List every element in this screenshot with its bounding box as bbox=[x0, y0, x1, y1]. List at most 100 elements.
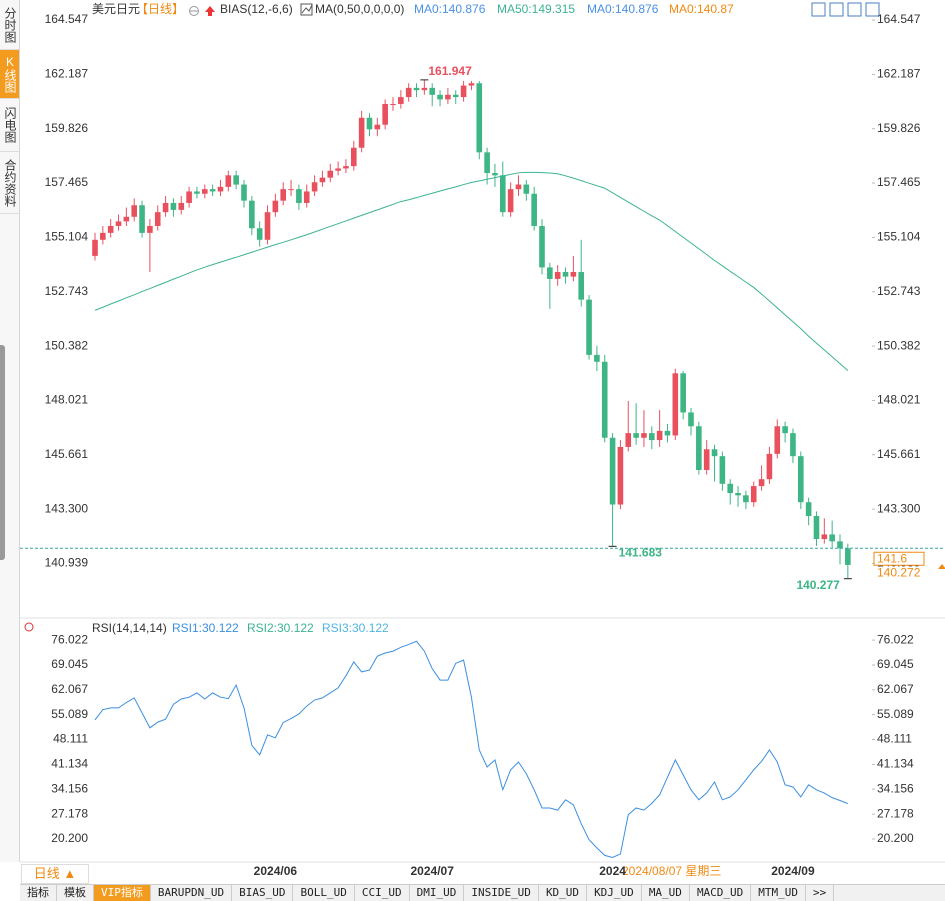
tool-button[interactable] bbox=[811, 2, 826, 17]
y-tick-label: 27.178 bbox=[51, 806, 88, 820]
candle-body bbox=[570, 272, 577, 277]
y-tick-label: 20.200 bbox=[51, 831, 88, 845]
ma-line bbox=[94, 171, 849, 372]
indicator-label: BIAS(12,-6,6) bbox=[220, 2, 293, 16]
candle-body bbox=[797, 456, 804, 503]
candle-body bbox=[350, 147, 357, 167]
y-tick-label: 143.300 bbox=[45, 501, 89, 515]
candle-body bbox=[217, 186, 224, 192]
candle-body bbox=[484, 152, 490, 174]
y-tick-label: 48.111 bbox=[877, 732, 912, 746]
candle-body bbox=[790, 433, 796, 457]
candle-body bbox=[405, 87, 412, 98]
ma-value: MA0:140.87 bbox=[669, 2, 734, 16]
candle-body bbox=[743, 495, 749, 503]
candle-body bbox=[515, 184, 522, 190]
candle-body bbox=[664, 430, 671, 436]
candle-body bbox=[758, 479, 765, 487]
indicator-tab[interactable]: >> bbox=[806, 885, 835, 901]
period-label: 【日线】 bbox=[136, 2, 184, 16]
indicator-tab[interactable]: CCI_UD bbox=[355, 885, 410, 901]
candle-body bbox=[296, 189, 302, 203]
ma-value: MA50:149.315 bbox=[497, 2, 575, 16]
candle-body bbox=[617, 446, 624, 505]
y-tick-label: 48.111 bbox=[53, 732, 88, 746]
symbol: 美元日元 bbox=[92, 2, 140, 16]
y-tick-label: 143.300 bbox=[877, 501, 921, 515]
period-button[interactable]: 日线 ▲ bbox=[21, 864, 89, 884]
ma-setting: MA(0,50,0,0,0,0) bbox=[315, 2, 404, 16]
tool-button[interactable] bbox=[847, 2, 862, 17]
indicator-tab[interactable]: MTM_UD bbox=[751, 885, 807, 901]
price-arrow bbox=[938, 564, 945, 569]
candle-body bbox=[358, 117, 365, 148]
candle-body bbox=[782, 426, 788, 434]
candle-body bbox=[280, 189, 287, 201]
side-tab[interactable]: 合约资料 bbox=[0, 152, 19, 214]
y-tick-label: 41.134 bbox=[51, 757, 88, 771]
candle-body bbox=[366, 117, 373, 130]
y-tick-label: 152.743 bbox=[45, 284, 89, 298]
candle-body bbox=[829, 534, 835, 542]
indicator-tab[interactable]: MACD_UD bbox=[690, 885, 752, 901]
indicator-tab[interactable]: VIP指标 bbox=[94, 885, 151, 901]
legend-entry: RSI2:30.122 bbox=[247, 621, 314, 635]
candle-body bbox=[719, 456, 726, 484]
indicator-tab[interactable]: 模板 bbox=[57, 885, 94, 901]
indicator-tab[interactable]: INSIDE_UD bbox=[464, 885, 539, 901]
legend-entry: RSI3:30.122 bbox=[322, 621, 389, 635]
candle-body bbox=[131, 205, 138, 217]
candle-body bbox=[601, 361, 608, 438]
candle-body bbox=[429, 87, 436, 95]
candle-body bbox=[703, 449, 710, 470]
indicator-tab[interactable]: BIAS_UD bbox=[232, 885, 294, 901]
candle-body bbox=[178, 202, 185, 210]
y-tick-label: 162.187 bbox=[45, 67, 89, 81]
candle-body bbox=[523, 184, 530, 194]
y-tick-label: 69.045 bbox=[51, 657, 88, 671]
y-tick-label: 159.826 bbox=[877, 121, 921, 135]
y-tick-label: 148.021 bbox=[45, 393, 89, 407]
toolbar bbox=[811, 2, 880, 17]
candle-body bbox=[452, 94, 459, 98]
candle-body bbox=[837, 541, 843, 549]
candle-body bbox=[445, 94, 451, 100]
y-tick-label: 34.156 bbox=[877, 781, 914, 795]
y-tick-label: 159.826 bbox=[45, 121, 89, 135]
candle-body bbox=[147, 225, 153, 233]
candle-body bbox=[335, 168, 341, 171]
candle-body bbox=[774, 426, 781, 454]
indicator-tab[interactable]: BOLL_UD bbox=[293, 885, 355, 901]
rsi-line bbox=[94, 640, 849, 859]
tool-button[interactable] bbox=[865, 2, 880, 17]
bid-price-label: 140.272 bbox=[877, 565, 921, 579]
candle-body bbox=[115, 221, 122, 226]
candle-body bbox=[170, 202, 177, 210]
side-tab[interactable]: K线图 bbox=[0, 50, 19, 99]
candle-body bbox=[688, 412, 694, 427]
indicator-tab[interactable]: MA_UD bbox=[642, 885, 690, 901]
candle-body bbox=[327, 170, 334, 178]
candle-body bbox=[233, 175, 239, 185]
indicator-tab[interactable]: KDJ_UD bbox=[587, 885, 642, 901]
side-tab[interactable]: 闪电图 bbox=[0, 99, 19, 152]
candle-body bbox=[656, 430, 663, 441]
scroll-handle[interactable] bbox=[0, 345, 5, 560]
ma-icon bbox=[300, 3, 313, 16]
price-tag-label: 141.6 bbox=[877, 551, 907, 565]
indicator-tab[interactable]: KD_UD bbox=[539, 885, 588, 901]
candle-body bbox=[476, 83, 483, 153]
indicator-tab[interactable]: BARUPDN_UD bbox=[151, 885, 233, 901]
tool-button[interactable] bbox=[829, 2, 844, 17]
indicator-tab[interactable]: DMI_UD bbox=[410, 885, 465, 901]
ma-icon bbox=[301, 4, 313, 14]
candle-body bbox=[845, 548, 851, 565]
indicator-tab[interactable]: 指标 bbox=[20, 885, 57, 901]
candle-body bbox=[249, 200, 255, 229]
candle-body bbox=[547, 267, 553, 279]
y-tick-label: 157.465 bbox=[45, 175, 89, 189]
toggle-icon[interactable] bbox=[189, 6, 199, 16]
side-tab[interactable]: 分时图 bbox=[0, 0, 19, 50]
rsi-icon[interactable] bbox=[24, 622, 34, 632]
candle-body bbox=[123, 216, 130, 222]
